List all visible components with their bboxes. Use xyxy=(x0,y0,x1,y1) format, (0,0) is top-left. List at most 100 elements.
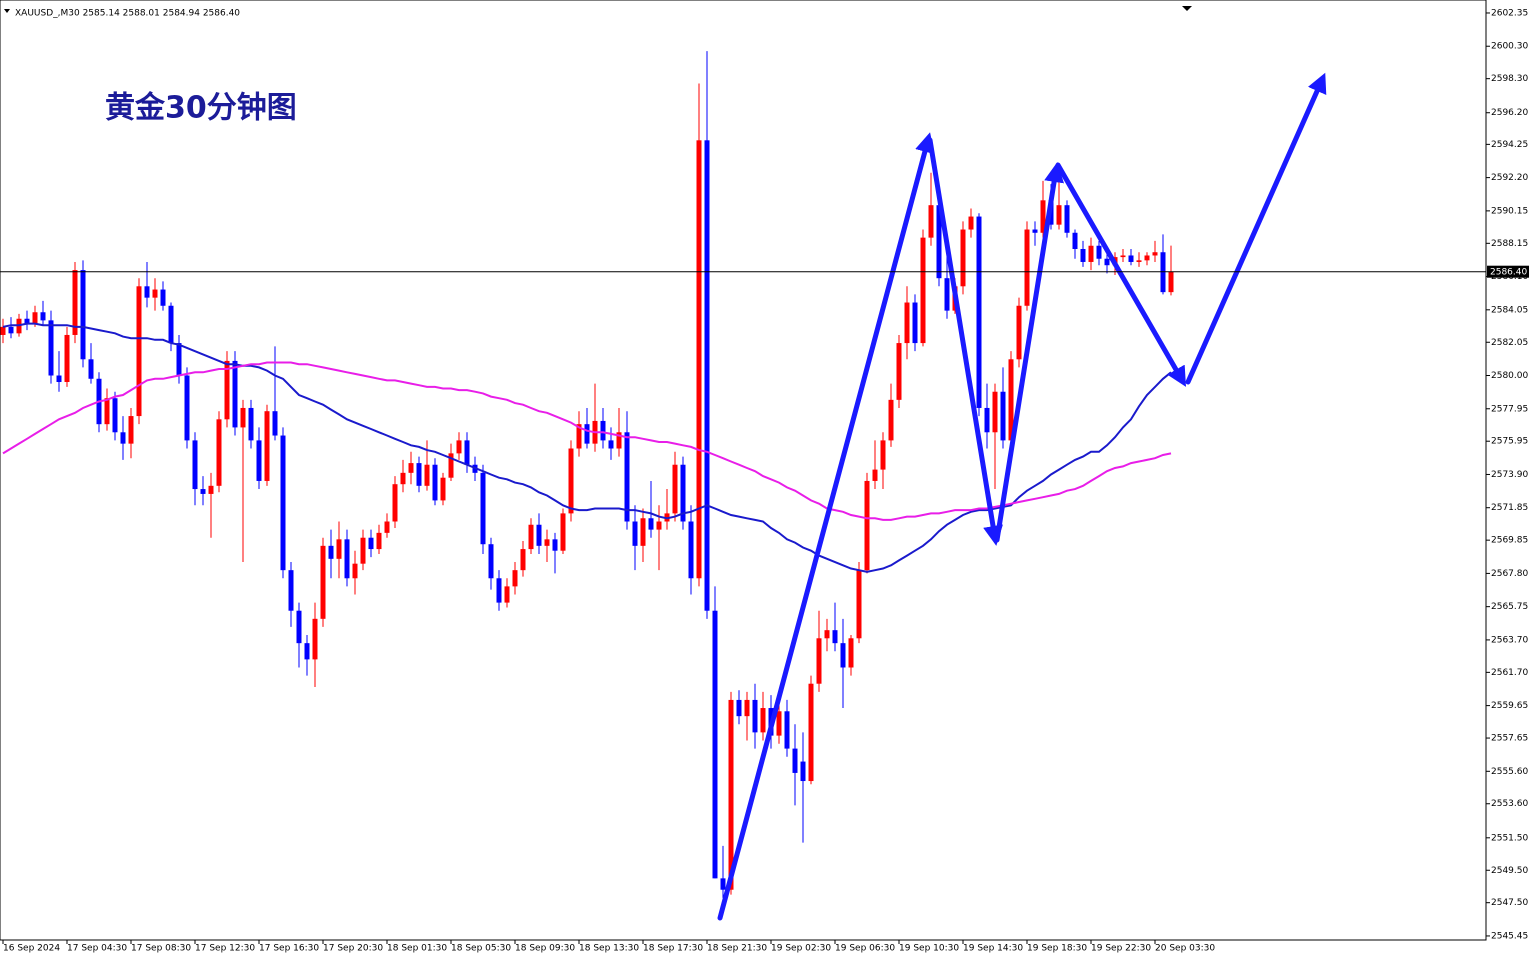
x-tick-label: 19 Sep 02:30 xyxy=(771,944,831,954)
shift-marker xyxy=(1182,6,1192,11)
y-tick-label: 2565.75 xyxy=(1491,602,1528,612)
candle-body xyxy=(448,453,454,478)
candle-body xyxy=(584,424,590,444)
candle-body xyxy=(168,305,174,344)
menu-triangle xyxy=(4,9,10,13)
candle-body xyxy=(968,216,974,230)
candle-body xyxy=(792,748,798,773)
y-tick-label: 2573.90 xyxy=(1491,470,1528,480)
candle-body xyxy=(24,318,30,324)
candle-body xyxy=(1056,205,1062,225)
x-tick-label: 20 Sep 03:30 xyxy=(1155,944,1215,954)
candle-body xyxy=(80,270,86,360)
candle-body xyxy=(1024,229,1030,306)
y-tick-label: 2602.35 xyxy=(1491,8,1528,18)
last-price: 2586.40 xyxy=(0,265,1529,278)
candle-body xyxy=(744,699,750,717)
y-tick-label: 2551.50 xyxy=(1491,833,1528,843)
candle-body xyxy=(568,448,574,514)
candle-body xyxy=(992,391,998,433)
candle-body xyxy=(808,683,814,782)
candle-body xyxy=(1080,248,1086,262)
y-tick-label: 2596.20 xyxy=(1491,108,1528,118)
candle-body xyxy=(944,278,950,311)
x-tick-label: 17 Sep 08:30 xyxy=(131,944,191,954)
candle-body xyxy=(8,326,14,334)
x-tick-label: 16 Sep 2024 xyxy=(3,944,60,954)
candle-body xyxy=(864,480,870,571)
y-tick-label: 2561.70 xyxy=(1491,668,1528,678)
candle-body xyxy=(1000,391,1006,441)
candle-body xyxy=(184,375,190,441)
last-price-tag xyxy=(1487,265,1529,278)
y-tick-label: 2580.00 xyxy=(1491,371,1528,381)
candle-body xyxy=(1136,260,1142,262)
y-tick-label: 2577.95 xyxy=(1491,404,1528,414)
x-tick-label: 17 Sep 04:30 xyxy=(67,944,127,954)
candle-body xyxy=(1144,255,1150,261)
moving-average-line xyxy=(2,361,1172,521)
x-tick-label: 19 Sep 18:30 xyxy=(1027,944,1087,954)
candle-body xyxy=(720,878,726,890)
x-tick-label: 19 Sep 10:30 xyxy=(899,944,959,954)
candle-body xyxy=(160,289,166,306)
candle-body xyxy=(760,708,766,733)
candle-body xyxy=(360,537,366,564)
candle-body xyxy=(304,643,310,660)
plot-frame xyxy=(0,0,1487,941)
candle-body xyxy=(544,539,550,546)
x-tick-label: 17 Sep 20:30 xyxy=(323,944,383,954)
candle-body xyxy=(1152,252,1158,256)
chart-header: XAUUSD_,M30 2585.14 2588.01 2584.94 2586… xyxy=(15,9,240,19)
candle-body xyxy=(240,407,246,428)
candle-body xyxy=(1032,229,1038,233)
candle-body xyxy=(1096,245,1102,259)
candle-body xyxy=(816,638,822,684)
candle-body xyxy=(192,440,198,490)
candle-body xyxy=(208,485,214,494)
candle-body xyxy=(464,440,470,465)
candle-body xyxy=(328,545,334,559)
candle-body xyxy=(520,549,526,571)
candle-body xyxy=(848,638,854,668)
candle-body xyxy=(320,545,326,619)
candle-body xyxy=(72,270,78,335)
x-tick-label: 18 Sep 17:30 xyxy=(643,944,703,954)
candle-body xyxy=(536,524,542,546)
y-tick-label: 2547.50 xyxy=(1491,898,1528,908)
candle-body xyxy=(224,360,230,420)
x-tick-label: 19 Sep 06:30 xyxy=(835,944,895,954)
candle-body xyxy=(1120,255,1126,258)
y-tick-label: 2598.30 xyxy=(1491,74,1528,84)
candle-body xyxy=(264,411,270,481)
y-tick-label: 2549.50 xyxy=(1491,866,1528,876)
arrow xyxy=(1055,162,1186,387)
candle-body xyxy=(600,420,606,441)
candle-body xyxy=(920,237,926,344)
candle-body xyxy=(312,618,318,660)
candle-body xyxy=(440,477,446,501)
candle-body xyxy=(624,432,630,522)
candle-body xyxy=(640,518,646,546)
candle-body xyxy=(872,469,878,481)
candle-body xyxy=(288,570,294,611)
candle-body xyxy=(912,302,918,344)
candle-body xyxy=(136,286,142,417)
candle-body xyxy=(48,320,54,376)
candle-body xyxy=(904,302,910,344)
candle-body xyxy=(680,464,686,522)
y-tick-label: 2567.80 xyxy=(1491,569,1528,579)
candle-body xyxy=(1016,305,1022,360)
candle-body xyxy=(248,407,254,441)
candle-body xyxy=(480,472,486,545)
candle-body xyxy=(704,140,710,611)
y-tick-label: 2553.60 xyxy=(1491,799,1528,809)
candle-body xyxy=(552,539,558,551)
candle-body xyxy=(152,289,158,298)
y-tick-label: 2600.30 xyxy=(1491,42,1528,52)
candle-body xyxy=(400,472,406,485)
candle-body xyxy=(272,411,278,436)
x-tick-label: 17 Sep 12:30 xyxy=(195,944,255,954)
candle-body xyxy=(936,205,942,279)
